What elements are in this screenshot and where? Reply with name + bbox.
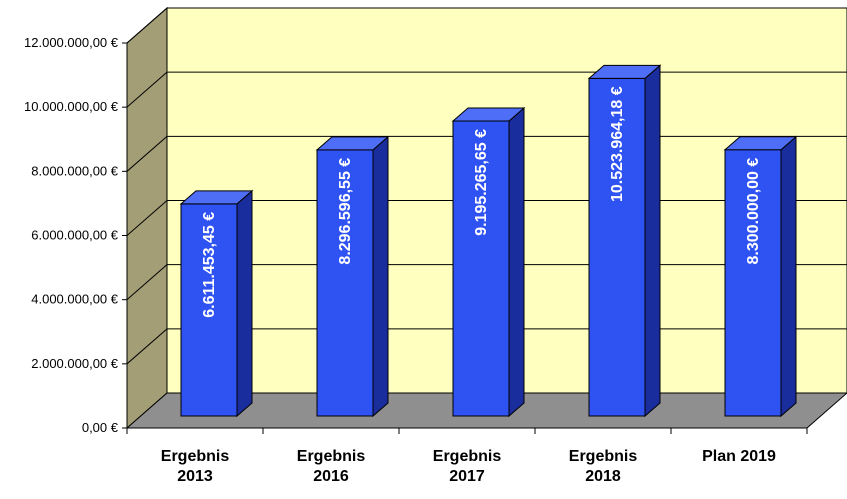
- y-tick-label: 4.000.000,00 €: [31, 292, 119, 307]
- bar-value-label: 8.296.596,55 €: [337, 158, 354, 265]
- bar-side: [509, 108, 524, 416]
- bar-value-label: 10.523.964,18 €: [609, 86, 626, 202]
- bar-value-label: 6.611.453,45 €: [201, 212, 218, 318]
- y-tick-label: 0,00 €: [82, 420, 119, 435]
- bar-side: [781, 137, 796, 416]
- x-category-label: Ergebnis 2013: [161, 448, 230, 485]
- y-tick-label: 6.000.000,00 €: [31, 228, 119, 243]
- y-tick-label: 2.000.000,00 €: [31, 356, 119, 371]
- y-tick-label: 10.000.000,00 €: [24, 99, 119, 114]
- bar-side: [373, 137, 388, 416]
- bar-side: [645, 65, 660, 416]
- y-tick-label: 8.000.000,00 €: [31, 163, 119, 178]
- x-category-label: Plan 2019: [702, 448, 776, 465]
- x-category-label: Ergebnis 2017: [433, 448, 502, 485]
- bar-value-label: 8.300.000,00 €: [745, 158, 762, 265]
- x-category-label: Ergebnis 2018: [569, 448, 638, 485]
- bar-side: [237, 191, 252, 416]
- x-category-label: Ergebnis 2016: [297, 448, 366, 485]
- bar-value-label: 9.195.265,65 €: [473, 129, 490, 236]
- y-tick-label: 12.000.000,00 €: [24, 35, 119, 50]
